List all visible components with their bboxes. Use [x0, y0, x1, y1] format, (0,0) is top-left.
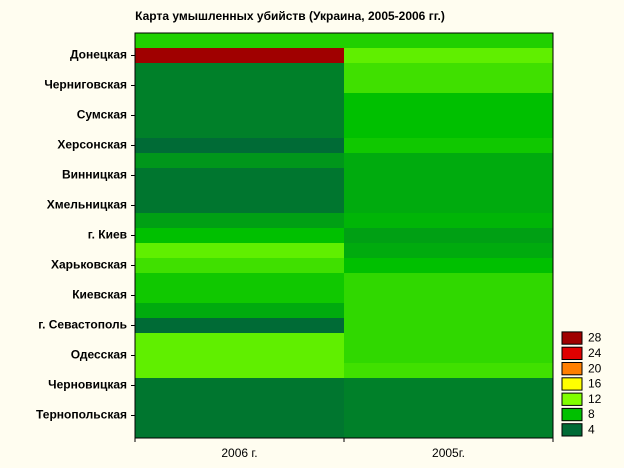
y-tick-label: Сумская: [77, 108, 127, 122]
y-tick-label: Тернопольская: [36, 408, 127, 422]
legend-swatch: [561, 346, 583, 361]
heatmap-cell: [344, 108, 554, 124]
y-tick-label: Черновицкая: [48, 378, 127, 392]
heatmap-cell: [344, 93, 554, 109]
heatmap-cell: [344, 363, 554, 379]
heatmap-cell: [344, 48, 554, 64]
heatmap-cell: [344, 378, 554, 394]
heatmap-cell: [135, 393, 345, 409]
y-tick-label: Хмельницкая: [47, 198, 127, 212]
heatmap-cell: [344, 138, 554, 154]
y-tick-label: Винницкая: [62, 168, 127, 182]
heatmap-cell: [135, 183, 345, 199]
heatmap-cell: [135, 153, 345, 169]
legend-label: 8: [588, 407, 595, 421]
y-tick-label: Черниговская: [44, 78, 127, 92]
legend-label: 24: [588, 346, 602, 360]
heatmap-cell: [135, 318, 345, 334]
heatmap-cell: [344, 78, 554, 94]
heatmap-cell: [344, 303, 554, 319]
heatmap-cell: [344, 33, 554, 49]
y-tick-label: Донецкая: [70, 48, 127, 62]
heatmap-cell: [344, 273, 554, 289]
heatmap-cell: [344, 258, 554, 274]
heatmap-cell: [135, 348, 345, 364]
heatmap-cell: [135, 78, 345, 94]
heatmap-cell: [344, 228, 554, 244]
legend-swatch: [561, 407, 583, 422]
heatmap-cell: [135, 108, 345, 124]
legend-label: 28: [588, 331, 602, 345]
heatmap-cell: [135, 423, 345, 439]
legend-swatch: [561, 362, 583, 376]
legend-label: 20: [588, 361, 602, 375]
heatmap-cell: [344, 123, 554, 139]
heatmap-cell: [135, 258, 345, 274]
heatmap-cell: [135, 243, 345, 259]
y-tick-label: г. Киев: [88, 228, 127, 242]
heatmap-cell: [135, 288, 345, 304]
heatmap-cell: [135, 63, 345, 79]
legend-label: 12: [588, 392, 602, 406]
legend-swatch: [561, 392, 583, 406]
y-tick-label: Киевская: [72, 288, 127, 302]
heatmap-cell: [135, 213, 345, 229]
legend-label: 16: [588, 377, 602, 391]
heatmap-cell: [135, 378, 345, 394]
heatmap-cell: [344, 393, 554, 409]
heatmap-cell: [344, 288, 554, 304]
heatmap-cell: [135, 198, 345, 214]
heatmap-cell: [135, 228, 345, 244]
y-tick-label: Херсонская: [57, 138, 127, 152]
heatmap-cell: [135, 303, 345, 319]
heatmap-cell: [344, 423, 554, 439]
heatmap-cell: [135, 33, 345, 49]
heatmap-cell: [344, 348, 554, 364]
heatmap-cell: [344, 243, 554, 259]
heatmap-cell: [135, 333, 345, 349]
heatmap-cell: [135, 93, 345, 109]
legend-swatch: [561, 331, 583, 345]
heatmap-cell: [344, 408, 554, 424]
heatmap-cell: [344, 318, 554, 334]
legend-swatch: [561, 423, 583, 437]
heatmap-cell: [344, 333, 554, 349]
heatmap-cell: [135, 408, 345, 424]
heatmap-cell: [344, 63, 554, 79]
legend-swatch: [561, 377, 583, 391]
legend-label: 4: [588, 423, 595, 437]
heatmap-cell: [344, 183, 554, 199]
heatmap-cell: [135, 363, 345, 379]
y-tick-label: Одесская: [71, 348, 127, 362]
heatmap-cell: [344, 198, 554, 214]
heatmap-cell: [135, 168, 345, 184]
heatmap-cell: [344, 213, 554, 229]
heatmap-cell: [344, 153, 554, 169]
heatmap-cell: [135, 273, 345, 289]
x-tick-label: 2005г.: [432, 446, 465, 460]
x-tick-label: 2006 г.: [221, 446, 257, 460]
chart-title: Карта умышленных убийств (Украина, 2005-…: [135, 9, 445, 23]
heatmap-cell: [344, 168, 554, 184]
y-tick-label: Харьковская: [51, 258, 127, 272]
heatmap-cell: [135, 48, 345, 64]
y-tick-label: г. Севастополь: [38, 318, 127, 332]
heatmap-cell: [135, 138, 345, 154]
heatmap-cell: [135, 123, 345, 139]
